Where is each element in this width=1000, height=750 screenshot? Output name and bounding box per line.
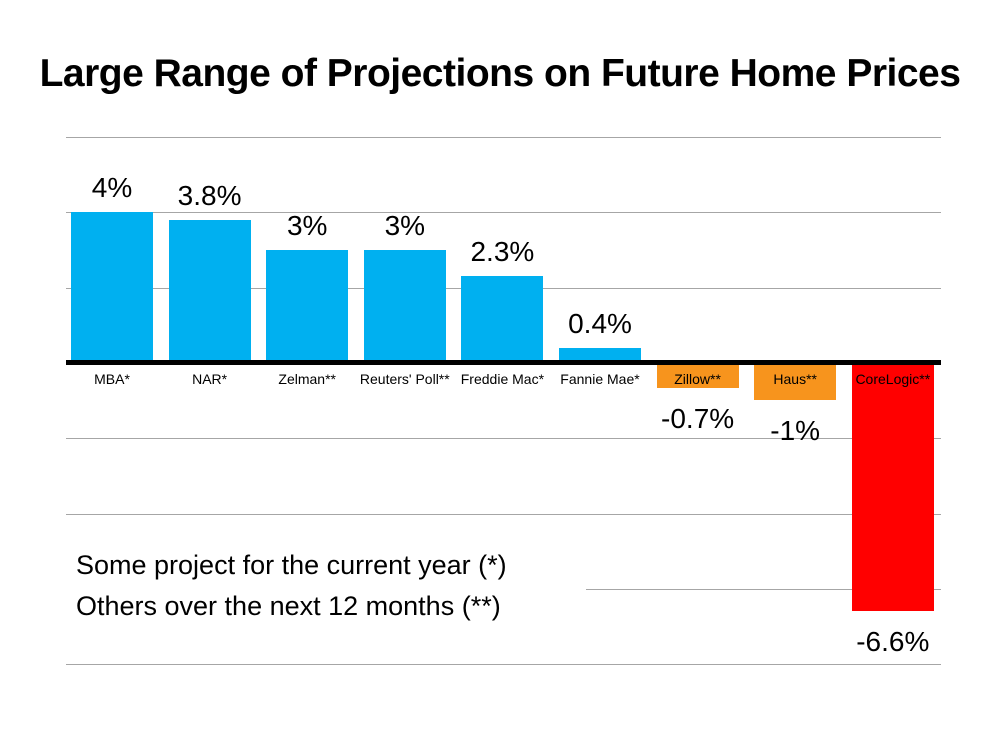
bar-nar (168, 219, 251, 363)
gridline (66, 212, 941, 214)
bar-mba (71, 212, 153, 363)
bar-value-label: -0.7% (661, 403, 735, 435)
gridline (66, 513, 941, 515)
bar-value-label: 3% (286, 210, 328, 242)
zero-axis-line (66, 360, 941, 365)
bar-category-label: Freddie Mac* (460, 371, 545, 387)
bar-value-label: 3.8% (177, 179, 242, 211)
bar-haus (754, 362, 837, 400)
bar-value-label: -1% (770, 414, 821, 446)
annotation-line-1: Some project for the current year (*) (76, 550, 507, 580)
bar-category-label: Zelman** (278, 371, 336, 387)
bar-category-label: Fannie Mae* (560, 371, 640, 387)
bar-zillow (656, 362, 739, 389)
bar-value-label: 3% (384, 210, 426, 242)
bar-category-label: Zillow** (674, 371, 721, 387)
bar-category-label: CoreLogic** (855, 371, 931, 387)
bar-value-label: 2.3% (470, 236, 535, 268)
annotation-line-2: Others over the next 12 months (**) (76, 591, 501, 621)
gridline (66, 664, 941, 666)
annotation-box: Some project for the current year (*) Ot… (66, 545, 586, 631)
gridline (66, 137, 941, 139)
bar-category-label: Reuters' Poll** (359, 371, 450, 387)
bar-corelogic (851, 362, 934, 611)
bar-value-label: 4% (91, 172, 133, 204)
bar-category-label: MBA* (94, 371, 130, 387)
bar-category-label: Haus** (773, 371, 817, 387)
bar-fanniemae (559, 347, 641, 363)
bar-reuterspoll (363, 250, 446, 363)
bar-zelman (266, 250, 349, 363)
bar-value-label: -6.6% (856, 625, 930, 657)
bar-freddiemac (461, 276, 544, 363)
gridline (66, 438, 941, 440)
chart-title: Large Range of Projections on Future Hom… (39, 52, 961, 95)
bar-category-label: NAR* (192, 371, 228, 387)
bar-value-label: 0.4% (568, 307, 632, 339)
